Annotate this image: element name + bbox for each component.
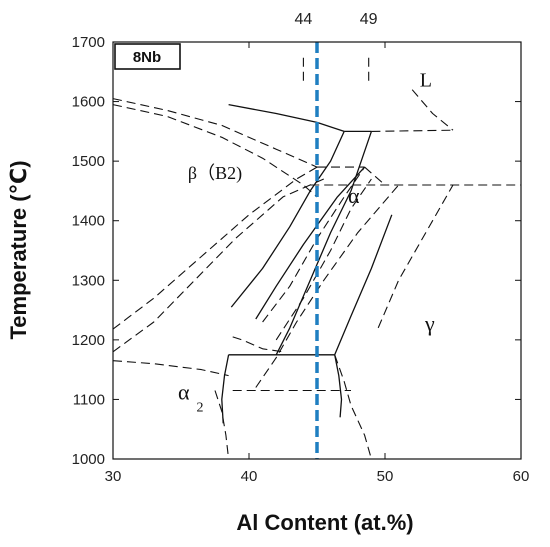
phase-label: α bbox=[178, 379, 190, 404]
y-tick-label: 1100 bbox=[73, 391, 105, 408]
solid-boundary-8 bbox=[334, 354, 343, 418]
y-axis-title: Temperature (℃) bbox=[6, 160, 31, 339]
x-tick-label: 30 bbox=[105, 468, 122, 485]
dashed-boundary-15 bbox=[364, 166, 386, 186]
solid-boundary-0 bbox=[228, 103, 345, 133]
solid-boundary-7 bbox=[221, 354, 230, 424]
solid-boundary-2 bbox=[230, 131, 345, 308]
y-tick-label: 1000 bbox=[72, 451, 105, 468]
phase-label: L bbox=[420, 70, 432, 92]
x-tick-label: 60 bbox=[513, 468, 530, 485]
dashed-boundary-26 bbox=[334, 354, 372, 460]
y-tick-label: 1500 bbox=[72, 153, 105, 170]
y-tick-label: 1600 bbox=[72, 94, 105, 111]
phase-label: α bbox=[348, 183, 360, 208]
tick-labels: 30 40 50 60 1000 1100 1200 1300 1400 1500 1600 1700… bbox=[72, 11, 530, 485]
x-axis-title: Al Content (at.%) bbox=[236, 510, 413, 535]
plot-frame bbox=[112, 41, 522, 460]
solid-boundary-3 bbox=[275, 131, 373, 356]
top-composition-label: 44 bbox=[295, 11, 313, 28]
sample-label: 8Nb bbox=[133, 49, 161, 66]
dashed-boundary-22 bbox=[232, 336, 284, 353]
dashed-boundary-24 bbox=[112, 360, 229, 377]
dashed-boundary-12 bbox=[112, 178, 325, 353]
solid-boundary-4 bbox=[255, 166, 366, 320]
x-tick-label: 50 bbox=[377, 468, 394, 485]
y-tick-label: 1200 bbox=[72, 332, 105, 349]
y-tick-label: 1400 bbox=[72, 213, 105, 230]
dashed-boundary-11 bbox=[112, 166, 318, 330]
dashed-boundary-21 bbox=[377, 184, 454, 329]
sample-label-box: 8Nb bbox=[114, 43, 181, 70]
dashed-boundary-9 bbox=[112, 98, 318, 168]
y-tick-label: 1300 bbox=[72, 272, 105, 289]
phase-label: β（B2) bbox=[188, 163, 242, 184]
dashed-boundary-20 bbox=[255, 184, 400, 388]
dashed-boundary-25 bbox=[214, 390, 230, 460]
x-tick-label: 40 bbox=[241, 468, 258, 485]
y-tick-label: 1700 bbox=[72, 34, 105, 51]
solid-boundary-5 bbox=[334, 214, 393, 356]
dashed-boundary-19 bbox=[275, 178, 372, 341]
dashed-boundary-16 bbox=[411, 89, 454, 131]
phase-label: 2 bbox=[197, 400, 204, 415]
top-composition-label: 49 bbox=[360, 11, 378, 28]
phase-label: γ bbox=[424, 311, 435, 336]
phase-boundaries bbox=[112, 53, 521, 460]
